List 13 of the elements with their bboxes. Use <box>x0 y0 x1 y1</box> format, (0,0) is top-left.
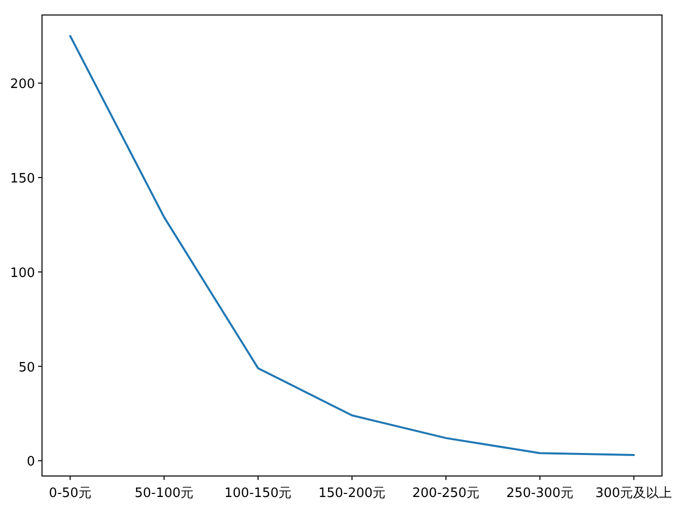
y-tick-label: 200 <box>10 77 35 92</box>
y-tick-label: 50 <box>18 360 35 376</box>
x-tick-label: 50-100元 <box>134 486 194 501</box>
x-tick-label: 100-150元 <box>224 486 292 501</box>
x-tick-label: 250-300元 <box>506 486 574 501</box>
x-tick-label: 0-50元 <box>48 486 92 501</box>
line-series <box>69 34 635 456</box>
x-tick-label: 200-250元 <box>412 486 480 501</box>
y-tick-label: 100 <box>10 266 35 281</box>
y-tick-label: 150 <box>10 172 35 187</box>
y-tick-label: 0 <box>26 454 35 470</box>
x-tick-label: 150-200元 <box>318 486 386 501</box>
x-tick-label: 300元及以上 <box>595 486 672 501</box>
